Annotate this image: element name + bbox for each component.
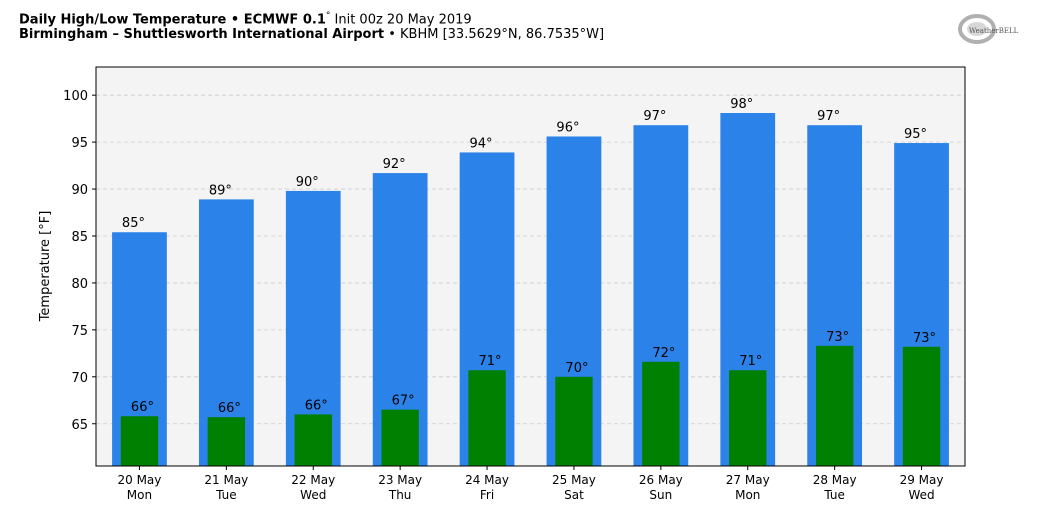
x-tick-weekday: Sun xyxy=(649,488,672,502)
low-bar xyxy=(815,345,854,466)
x-tick-weekday: Thu xyxy=(388,488,412,502)
x-tick-weekday: Wed xyxy=(300,488,326,502)
low-bar xyxy=(381,409,419,466)
low-bar xyxy=(120,416,159,466)
y-tick-label: 85 xyxy=(71,230,88,245)
y-tick-label: 100 xyxy=(63,89,88,104)
x-tick-weekday: Sat xyxy=(564,488,584,502)
x-tick-weekday: Tue xyxy=(215,488,237,502)
high-bar-label: 97° xyxy=(643,109,666,124)
plot-frame xyxy=(95,66,966,467)
chart-location-bold: Birmingham – Shuttlesworth International… xyxy=(19,27,385,43)
low-bar-label: 66° xyxy=(305,398,328,413)
y-tick-label: 65 xyxy=(71,418,88,433)
high-bar-label: 90° xyxy=(296,175,319,190)
low-bar-label: 66° xyxy=(131,400,154,415)
low-bar-label: 70° xyxy=(565,361,588,376)
y-tick-label: 75 xyxy=(71,324,88,339)
chart-header: Daily High/Low Temperature • ECMWF 0.1° … xyxy=(19,9,604,42)
high-bar-label: 96° xyxy=(556,120,579,135)
low-bar-label: 72° xyxy=(652,346,675,361)
x-tick-date: 25 May xyxy=(552,473,596,487)
low-bar xyxy=(902,346,941,466)
x-tick-date: 29 May xyxy=(900,473,944,487)
chart-title: Daily High/Low Temperature • ECMWF 0.1° … xyxy=(19,9,604,27)
y-tick-label: 70 xyxy=(71,371,88,386)
y-tick-label: 90 xyxy=(71,183,88,198)
chart-title-init: Init 00z 20 May 2019 xyxy=(330,12,472,28)
x-tick-date: 23 May xyxy=(378,473,422,487)
x-tick-date: 26 May xyxy=(639,473,683,487)
low-bar-label: 66° xyxy=(218,401,241,416)
x-tick-weekday: Mon xyxy=(735,488,760,502)
logo-text: WeatherBELL xyxy=(969,27,1019,35)
high-bar-label: 92° xyxy=(383,157,406,172)
chart-location: Birmingham – Shuttlesworth International… xyxy=(19,27,604,42)
low-bar xyxy=(729,370,767,466)
x-tick-weekday: Mon xyxy=(127,488,152,502)
chart-location-coords: • KBHM [33.5629°N, 86.7535°W] xyxy=(384,27,605,43)
low-bar-label: 71° xyxy=(479,354,502,369)
chart-title-degree: ° xyxy=(325,11,331,21)
low-bar xyxy=(642,361,680,466)
x-tick-date: 20 May xyxy=(117,473,161,487)
high-bar-label: 94° xyxy=(470,136,493,151)
low-bar-label: 71° xyxy=(739,354,762,369)
x-tick-weekday: Wed xyxy=(908,488,934,502)
high-bar-label: 98° xyxy=(730,97,753,112)
high-bar-label: 89° xyxy=(209,183,232,198)
low-bar xyxy=(555,376,593,466)
bars xyxy=(112,113,949,467)
x-tick-weekday: Tue xyxy=(823,488,845,502)
y-tick-label: 80 xyxy=(71,277,88,292)
y-axis: 65 70 75 80 85 90 95 100 xyxy=(63,89,96,433)
high-bar-label: 97° xyxy=(817,109,840,124)
x-tick-weekday: Fri xyxy=(480,488,494,502)
low-bar-label: 73° xyxy=(913,331,936,346)
x-tick-date: 27 May xyxy=(726,473,770,487)
high-bar-label: 95° xyxy=(904,127,927,142)
x-tick-date: 24 May xyxy=(465,473,509,487)
y-axis-label: Temperature [°F] xyxy=(38,211,53,323)
low-bar xyxy=(207,417,246,466)
high-bar-label: 85° xyxy=(122,216,145,231)
low-bar xyxy=(294,414,332,466)
low-bar xyxy=(468,370,506,466)
chart-title-bold: Daily High/Low Temperature • ECMWF 0.1 xyxy=(19,12,326,28)
bar-labels: 85° 66° 89° 66° 90° 66° 92° 67° 94° 71° 96° 70° 97° 7… xyxy=(122,97,936,416)
low-bar-label: 67° xyxy=(392,394,415,409)
x-tick-date: 21 May xyxy=(204,473,248,487)
x-tick-date: 28 May xyxy=(813,473,857,487)
x-tick-date: 22 May xyxy=(291,473,335,487)
weatherbell-logo-icon: WeatherBELL xyxy=(958,14,1019,44)
low-bar-label: 73° xyxy=(826,330,849,345)
y-tick-label: 95 xyxy=(71,136,88,151)
